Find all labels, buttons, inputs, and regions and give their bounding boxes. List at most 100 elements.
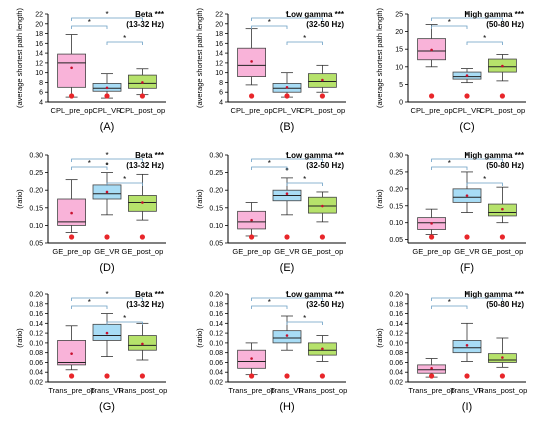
- band-stars: ***: [332, 151, 344, 160]
- significance-marker: [499, 93, 505, 99]
- y-tick-label: 0.04: [209, 370, 223, 377]
- significance-bracket: [431, 158, 503, 162]
- x-tick-label: GE_post_op: [302, 247, 344, 256]
- x-tick-label: CPL_VR: [92, 106, 122, 115]
- band-range: (50-80 Hz): [486, 300, 524, 309]
- significance-marker: [319, 373, 325, 379]
- band-range: (50-80 Hz): [486, 20, 524, 29]
- significance-marker: [319, 234, 325, 240]
- panel-e: 0.05 0.10 0.15 0.20 0.25 0.30 (ratio) GE_pre_op…: [195, 151, 346, 274]
- y-tick-label: 0.14: [29, 321, 43, 328]
- significance-bracket: [251, 17, 323, 21]
- significance-bracket: [71, 297, 143, 301]
- panel-b: 4 6 8 10 12 14 16 18 20 22 (average shortest path …: [195, 7, 346, 133]
- band-title: Beta ***: [135, 10, 165, 19]
- significance-bracket: [431, 25, 468, 29]
- x-tick-label: CPL_pre_op: [411, 106, 453, 115]
- outlier-point: [105, 162, 109, 166]
- significance-star: *: [285, 10, 288, 19]
- box-iqr: [57, 53, 86, 88]
- y-tick-label: 18: [35, 31, 43, 38]
- significance-bracket: [106, 41, 143, 45]
- significance-bracket: [251, 25, 288, 29]
- significance-star: *: [448, 18, 451, 27]
- box-mean-dot: [501, 356, 504, 359]
- x-tick-label: Trans_pre_op: [228, 386, 274, 395]
- box-mean-dot: [430, 48, 433, 52]
- x-tick-label: Trans_post_op: [298, 386, 348, 395]
- y-tick-label: 6: [39, 90, 43, 97]
- significance-bracket: [286, 182, 323, 186]
- y-tick-label: 0.06: [389, 360, 403, 367]
- y-tick-label: 0.20: [209, 188, 223, 195]
- significance-marker: [464, 93, 470, 99]
- band-stars: ***: [152, 10, 164, 19]
- significance-star: *: [105, 151, 108, 160]
- band-title: Low gamma ***: [286, 10, 345, 19]
- significance-marker: [284, 234, 290, 240]
- x-tick-label: CPL_VR: [452, 106, 482, 115]
- significance-star: *: [285, 290, 288, 299]
- band-range: (32-50 Hz): [306, 161, 344, 170]
- significance-bracket: [71, 305, 108, 309]
- x-tick-label: GE_VR: [274, 247, 300, 256]
- band-name: Low gamma: [286, 151, 333, 160]
- significance-star: *: [105, 10, 108, 19]
- significance-bracket: [251, 158, 323, 162]
- x-tick-label: GE_post_op: [482, 247, 524, 256]
- y-tick-label: 0.12: [29, 331, 43, 338]
- y-tick-label: 0.10: [389, 340, 403, 347]
- y-tick-label: 0.15: [209, 205, 223, 212]
- x-tick-label: GE_pre_op: [412, 247, 450, 256]
- significance-marker: [104, 93, 110, 99]
- y-tick-label: 0.05: [389, 237, 403, 244]
- y-tick-label: 0.08: [389, 350, 403, 357]
- box-mean-dot: [70, 211, 73, 215]
- significance-star: *: [123, 314, 126, 323]
- significance-marker: [429, 93, 435, 99]
- significance-star: *: [465, 151, 468, 160]
- y-tick-label: 18: [215, 31, 223, 38]
- y-tick-label: 20: [395, 29, 403, 36]
- band-name: Beta: [135, 151, 153, 160]
- y-axis-label: (average shortest path length): [15, 7, 24, 108]
- significance-bracket: [286, 321, 323, 325]
- band-stars: ***: [152, 290, 164, 299]
- y-tick-label: 0.12: [209, 331, 223, 338]
- x-tick-label: Trans_pre_op: [48, 386, 94, 395]
- y-axis-label: (average shortest path length): [195, 7, 204, 108]
- significance-bracket: [106, 321, 143, 325]
- y-tick-label: 0.04: [29, 370, 43, 377]
- y-axis-label: (ratio): [195, 189, 204, 209]
- y-tick-label: 0.06: [209, 360, 223, 367]
- significance-marker: [284, 373, 290, 379]
- y-tick-label: 0.16: [389, 311, 403, 318]
- y-tick-label: 8: [39, 80, 43, 87]
- panel-label: (A): [100, 121, 115, 133]
- significance-star: *: [268, 298, 271, 307]
- box-mean-dot: [250, 357, 253, 360]
- band-name: High gamma: [464, 151, 513, 160]
- x-tick-label: Trans_VR: [270, 386, 304, 395]
- y-tick-label: 0.18: [389, 301, 403, 308]
- y-tick-label: 0.02: [209, 380, 223, 387]
- significance-marker: [69, 93, 75, 99]
- y-tick-label: 0.20: [29, 188, 43, 195]
- y-tick-label: 0.10: [209, 223, 223, 230]
- band-stars: ***: [512, 10, 524, 19]
- x-tick-label: GE_pre_op: [52, 247, 90, 256]
- y-tick-label: 0: [399, 100, 403, 107]
- significance-star: *: [465, 290, 468, 299]
- significance-star: *: [268, 18, 271, 27]
- y-tick-label: 0.20: [29, 292, 43, 299]
- significance-marker: [249, 93, 255, 99]
- y-tick-label: 14: [35, 51, 43, 58]
- x-tick-label: Trans_VR: [450, 386, 484, 395]
- box-mean-dot: [105, 331, 109, 335]
- significance-bracket: [71, 158, 143, 162]
- y-tick-label: 4: [219, 100, 223, 107]
- significance-marker: [429, 373, 435, 379]
- box-mean-dot: [465, 194, 469, 197]
- y-tick-label: 22: [215, 12, 223, 19]
- band-stars: ***: [332, 10, 344, 19]
